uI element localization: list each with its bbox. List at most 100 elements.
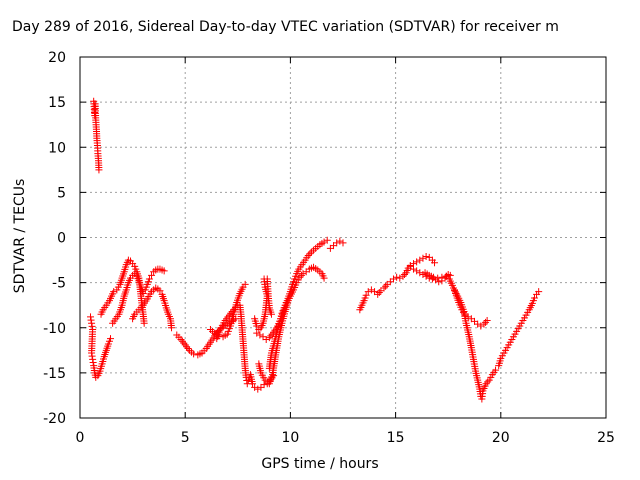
data-point (177, 335, 185, 343)
data-point (320, 274, 328, 282)
data-point (438, 273, 446, 281)
data-point (224, 313, 232, 321)
data-point (256, 331, 264, 339)
data-point (380, 284, 388, 292)
data-point (249, 380, 257, 388)
data-point (225, 311, 233, 319)
data-point (323, 236, 331, 244)
data-point (156, 287, 164, 295)
data-point (228, 308, 236, 316)
data-point (107, 335, 115, 343)
data-point (362, 291, 370, 299)
data-point (87, 313, 95, 321)
data-point (441, 274, 449, 282)
data-point (139, 289, 147, 297)
data-point (253, 329, 261, 337)
data-point (413, 267, 421, 275)
data-point (145, 275, 153, 283)
x-axis-label: GPS time / hours (261, 456, 379, 472)
data-point (282, 298, 290, 306)
data-point (333, 239, 341, 247)
data-point (364, 288, 372, 296)
data-point (267, 332, 275, 340)
y-tick-label: -15 (43, 366, 66, 382)
data-point (296, 273, 304, 281)
data-point (190, 350, 198, 358)
data-point (483, 317, 491, 325)
data-point (393, 273, 401, 281)
x-tick-label: 25 (597, 430, 615, 446)
data-point (367, 286, 375, 294)
grid-lines (80, 57, 606, 418)
data-point (336, 237, 344, 245)
data-point (474, 320, 482, 328)
data-point (181, 341, 189, 349)
data-point (89, 355, 97, 363)
data-point (267, 310, 275, 318)
plot-frame (79, 56, 607, 419)
x-tick-label: 0 (76, 430, 85, 446)
data-point (227, 309, 235, 317)
axis-ticks: 0 5 10 15 20 25 -20 -15 -10 -5 0 5 10 15 20 (43, 50, 615, 446)
chart-title: Day 289 of 2016, Sidereal Day-to-day VTE… (12, 19, 559, 35)
data-point (422, 252, 430, 260)
data-point (95, 166, 103, 174)
data-point (374, 290, 382, 298)
data-point (88, 352, 96, 360)
x-tick-label: 20 (492, 430, 510, 446)
y-axis-label: SDTVAR / TECUs (12, 178, 28, 294)
y-tick-label: 15 (48, 95, 66, 111)
data-point (254, 385, 262, 393)
data-point (484, 378, 492, 386)
data-point (480, 320, 488, 328)
data-point (382, 282, 390, 290)
x-tick-label: 5 (181, 430, 190, 446)
data-point (304, 252, 312, 260)
data-point (251, 383, 259, 391)
data-point (464, 313, 472, 321)
data-point (435, 278, 443, 286)
data-point (140, 319, 148, 327)
data-point (399, 272, 407, 280)
data-point (413, 258, 421, 266)
data-point (87, 316, 95, 324)
data-point (320, 238, 328, 246)
data-point (482, 318, 490, 326)
data-point (178, 337, 186, 345)
data-point (299, 270, 307, 278)
y-tick-label: 20 (48, 50, 66, 66)
y-tick-label: 5 (57, 185, 66, 201)
data-point (183, 343, 191, 351)
data-point (223, 315, 231, 323)
data-point (409, 265, 417, 273)
data-point (184, 345, 192, 353)
data-point (416, 256, 424, 264)
y-tick-label: 10 (48, 140, 66, 156)
data-point (434, 274, 442, 282)
x-tick-label: 10 (281, 430, 299, 446)
data-point (401, 271, 409, 279)
data-point (375, 289, 383, 297)
data-point (535, 288, 543, 296)
data-point (530, 294, 538, 302)
data-point (482, 380, 490, 388)
data-point (419, 254, 427, 262)
data-point (262, 335, 270, 343)
data-point (148, 271, 156, 279)
data-point (110, 288, 118, 296)
y-tick-label: -20 (43, 411, 66, 427)
y-tick-label: -5 (52, 276, 66, 292)
data-point (431, 259, 439, 267)
data-point (168, 324, 176, 332)
data-point (492, 366, 500, 374)
data-point (89, 358, 97, 366)
data-point (339, 239, 347, 247)
data-points (87, 97, 543, 403)
data-point (306, 250, 314, 258)
data-point (88, 349, 96, 357)
x-tick-label: 15 (387, 430, 405, 446)
data-point (429, 273, 437, 281)
y-tick-label: -10 (43, 321, 66, 337)
data-point (221, 317, 229, 325)
